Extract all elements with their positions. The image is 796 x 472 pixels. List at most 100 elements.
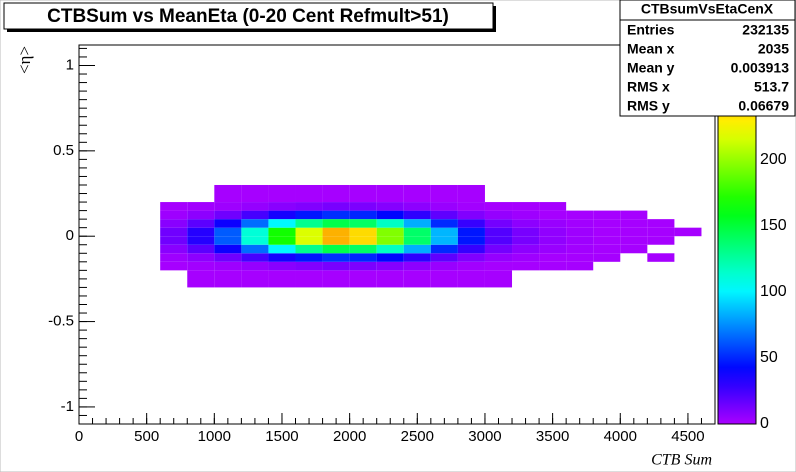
y-tick-label: -0.5 (48, 313, 74, 330)
cell (160, 202, 188, 211)
cell (430, 210, 458, 220)
cell (322, 184, 350, 203)
stats-value: 513.7 (754, 79, 789, 95)
cell (376, 270, 404, 288)
cell (187, 244, 215, 254)
stats-value: 2035 (758, 41, 789, 57)
cell (295, 210, 323, 220)
cell (241, 236, 269, 245)
cell (160, 236, 188, 245)
cell (484, 219, 513, 228)
stats-label: Mean y (627, 60, 675, 76)
cell (593, 227, 621, 237)
cell (322, 261, 350, 271)
cell (295, 261, 323, 271)
cell (403, 261, 431, 271)
cell (241, 184, 269, 203)
cell (376, 210, 404, 220)
cell (566, 253, 594, 262)
cell (430, 253, 458, 262)
cell (539, 261, 567, 271)
cell (430, 227, 458, 237)
cell (268, 219, 296, 228)
cell (620, 219, 648, 228)
cell (539, 236, 567, 245)
cell (539, 244, 567, 254)
cell (376, 184, 404, 203)
cell (457, 270, 485, 288)
x-tick-label: 3000 (468, 428, 501, 445)
stats-label: RMS x (627, 79, 670, 95)
cell (457, 210, 485, 220)
z-tick-label: 200 (760, 151, 787, 168)
cell (160, 261, 188, 271)
y-tick-label: 1 (66, 56, 74, 73)
y-tick-label: 0.5 (53, 142, 74, 159)
cell (566, 227, 594, 237)
z-tick-label: 0 (760, 415, 769, 432)
cell (647, 236, 675, 245)
stats-label: Mean x (627, 41, 675, 57)
cell (403, 210, 431, 220)
cell (376, 219, 404, 228)
cell (295, 184, 323, 203)
x-tick-label: 1000 (198, 428, 231, 445)
cell (214, 227, 242, 237)
cell (376, 202, 404, 211)
x-tick-label: 500 (134, 428, 159, 445)
cell (187, 253, 215, 262)
cell (268, 184, 296, 203)
cell (322, 244, 350, 254)
cell (187, 219, 215, 228)
cell (241, 227, 269, 237)
cell (620, 210, 648, 220)
cell (430, 244, 458, 254)
cell (160, 253, 188, 262)
cell (376, 236, 404, 245)
cell (214, 184, 242, 203)
x-tick-label: 2500 (401, 428, 434, 445)
cell (457, 261, 485, 271)
cell (484, 244, 513, 254)
z-tick-label: 150 (760, 217, 787, 234)
cell (647, 227, 675, 237)
y-tick-label: 0 (66, 227, 74, 244)
x-tick-label: 3500 (536, 428, 569, 445)
cell (376, 244, 404, 254)
cell (160, 210, 188, 220)
cell (512, 219, 540, 228)
z-tick-label: 50 (760, 349, 778, 366)
cell (268, 253, 296, 262)
chart-title: CTBSum vs MeanEta (0-20 Cent Refmult>51) (47, 6, 449, 27)
cell (187, 227, 215, 237)
cell (539, 219, 567, 228)
cell (566, 236, 594, 245)
cell (593, 210, 621, 220)
cell (512, 236, 540, 245)
cell (295, 202, 323, 211)
cell (403, 184, 431, 203)
x-tick-label: 4500 (671, 428, 704, 445)
cell (430, 184, 458, 203)
stats-value: 0.003913 (731, 60, 790, 76)
cell (241, 219, 269, 228)
title-box (3, 2, 494, 30)
cell (349, 253, 377, 262)
cell (403, 227, 431, 237)
cell (241, 253, 269, 262)
stats-value: 232135 (742, 22, 789, 38)
cell (457, 244, 485, 254)
cell (160, 227, 188, 237)
cell (593, 244, 621, 254)
cell (214, 261, 242, 271)
cell (349, 210, 377, 220)
cell (268, 202, 296, 211)
cell (457, 253, 485, 262)
cell (593, 253, 621, 262)
cell (187, 202, 215, 211)
cell (484, 261, 513, 271)
cell (403, 236, 431, 245)
cell (214, 202, 242, 211)
cell (268, 244, 296, 254)
cell (539, 202, 567, 211)
